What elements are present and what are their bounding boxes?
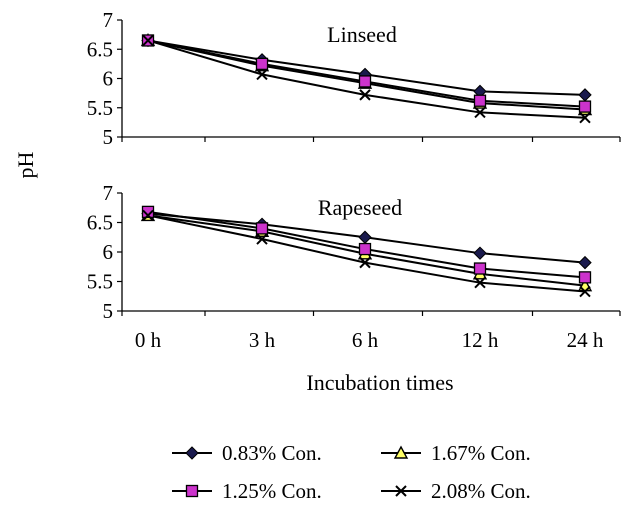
data-point-0-83-con [578,255,592,270]
chart-panels: 5 5.5 6 6.5 7 Linseed 5 5.5 6 6.5 7 Rapeseed 0 h 3 h 6… [87,8,621,352]
x-axis-title: Incubation times [306,370,453,395]
data-point-1-25-con [578,271,592,284]
data-point-1-25-con [358,242,372,256]
legend-label: 0.83% Con. [222,441,322,465]
data-point-1-25-con [358,75,372,88]
legend-marker [393,445,409,459]
y-tick-label: 6.5 [87,37,113,61]
legend: 0.83% Con. 1.67% Con. 1.25% Con. 2.08% Con. [172,441,531,503]
y-tick-label: 5 [103,125,114,149]
data-point-2-08-con [474,106,486,119]
legend-marker [395,485,407,497]
y-tick-label: 6 [103,240,114,264]
data-point-2-08-con [142,34,154,47]
y-axis-title: pH [13,151,38,178]
data-point-0-83-con [358,230,372,244]
data-point-2-08-con [142,209,154,222]
legend-item-1-25-con: 1.25% Con. [172,479,322,503]
y-tick-label: 6 [103,67,114,91]
y-tick-label: 5.5 [87,96,113,120]
legend-item-1-67-con: 1.67% Con. [381,441,531,465]
x-tick-label: 3 h [249,328,276,352]
panel-linseed: 5 5.5 6 6.5 7 Linseed [87,8,621,149]
x-tick-label: 6 h [352,328,379,352]
data-point-2-08-con [359,256,371,269]
data-point-1-25-con [255,222,269,235]
data-point-1-25-con [255,57,269,71]
data-point-0-83-con [473,246,487,260]
x-tick-label: 24 h [567,328,604,352]
data-point-0-83-con [578,88,592,102]
data-point-1-25-con [141,205,155,219]
legend-label: 2.08% Con. [431,479,531,503]
data-point-1-25-con [473,94,487,107]
x-tick-label: 0 h [135,328,162,352]
data-point-2-08-con [256,68,268,81]
y-tick-label: 7 [103,8,114,32]
panel-rapeseed: 5 5.5 6 6.5 7 Rapeseed [87,181,621,323]
data-point-2-08-con [359,89,371,101]
panel-title: Rapeseed [318,195,402,220]
legend-item-2-08-con: 2.08% Con. [381,479,531,503]
data-point-1-25-con [473,262,487,275]
legend-label: 1.67% Con. [431,441,531,465]
data-point-2-08-con [256,233,268,245]
y-tick-label: 6.5 [87,211,113,235]
data-point-2-08-con [579,111,591,124]
legend-marker [185,484,199,498]
y-tick-label: 7 [103,181,114,205]
x-tick-labels: 0 h 3 h 6 h 12 h 24 h [135,328,604,352]
legend-label: 1.25% Con. [222,479,322,503]
data-point-2-08-con [579,285,591,298]
y-tick-label: 5.5 [87,270,113,294]
legend-item-0-83-con: 0.83% Con. [172,441,322,465]
data-point-1-25-con [578,100,592,113]
panel-title: Linseed [327,22,397,47]
x-tick-label: 12 h [462,328,499,352]
y-tick-label: 5 [103,299,114,323]
legend-marker [185,446,199,460]
data-point-2-08-con [474,276,486,289]
